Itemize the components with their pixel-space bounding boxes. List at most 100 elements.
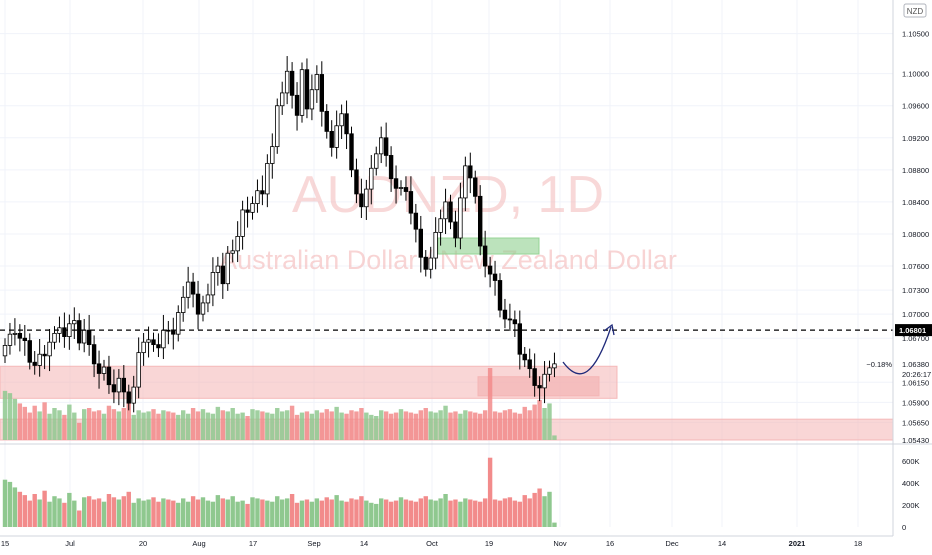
volume-bar xyxy=(468,499,473,527)
volume-bar-overlay xyxy=(27,412,32,440)
candle-body xyxy=(195,293,201,315)
volume-bar-overlay xyxy=(22,406,27,440)
volume-bar xyxy=(72,500,77,527)
volume-bar xyxy=(374,503,379,527)
volume-bar-overlay xyxy=(408,412,414,440)
volume-bar xyxy=(349,498,354,527)
volume-bar xyxy=(527,498,532,527)
candle-body xyxy=(374,153,379,169)
volume-bar-overlay xyxy=(161,410,166,440)
price-tick-label: 1.09600 xyxy=(902,102,929,111)
time-tick-label: Aug xyxy=(192,539,205,548)
volume-bar xyxy=(101,501,107,527)
candle-body xyxy=(180,296,186,313)
volume-bar xyxy=(299,500,305,527)
volume-bar xyxy=(86,496,92,527)
volume-bar xyxy=(309,501,315,527)
time-tick-label: 14 xyxy=(360,539,368,548)
time-tick-label: 14 xyxy=(718,539,726,548)
volume-bar-overlay xyxy=(57,410,62,440)
volume-bar-overlay xyxy=(260,411,265,440)
candle-body xyxy=(67,323,72,337)
candle-body xyxy=(185,281,191,298)
volume-bar-overlay xyxy=(522,406,527,440)
candle-body xyxy=(7,333,13,346)
volume-bar-overlay xyxy=(225,411,230,440)
price-tick-label: 1.05650 xyxy=(902,418,929,427)
volume-bar-overlay xyxy=(106,405,112,440)
candle-body xyxy=(289,70,295,96)
volume-bar xyxy=(443,494,448,527)
volume-bar xyxy=(205,500,211,527)
volume-bar-overlay xyxy=(359,408,364,440)
volume-bar xyxy=(106,494,112,527)
volume-bar xyxy=(448,500,453,527)
candle-body xyxy=(428,257,433,270)
volume-bar-overlay xyxy=(101,413,107,440)
volume-bar-overlay xyxy=(344,413,349,440)
volume-bar-overlay xyxy=(388,413,394,440)
candle-body xyxy=(319,74,324,112)
candle-body xyxy=(408,191,414,214)
price-tick-label: 1.08400 xyxy=(902,198,929,207)
volume-bar xyxy=(245,503,250,527)
candle-body xyxy=(294,94,300,116)
volume-bar-overlay xyxy=(458,413,463,440)
price-tick-label: 1.09200 xyxy=(902,134,929,143)
time-tick-label: Dec xyxy=(665,539,679,548)
candle-body xyxy=(279,92,285,107)
volume-bar xyxy=(413,501,419,527)
price-tick-label: 1.05900 xyxy=(902,398,929,407)
candle-body xyxy=(463,165,468,199)
volume-bar-overlay xyxy=(294,414,300,440)
volume-bar-overlay xyxy=(245,416,250,440)
volume-bar xyxy=(458,501,463,527)
volume-bar xyxy=(418,498,423,527)
volume-bar-overlay xyxy=(270,413,275,440)
volume-bar-overlay xyxy=(517,413,522,440)
volume-bar-overlay xyxy=(354,411,359,440)
volume-bar-overlay xyxy=(7,393,13,440)
candle-body xyxy=(265,163,270,195)
volume-bar-overlay xyxy=(379,410,384,440)
volume-bar xyxy=(383,499,389,527)
volume-bar-overlay xyxy=(126,403,131,440)
candle-body xyxy=(136,352,141,388)
volume-bar xyxy=(487,457,493,527)
volume-bar xyxy=(507,497,513,527)
volume-bar xyxy=(32,494,37,527)
candles xyxy=(2,56,557,413)
volume-bar-overlay xyxy=(86,408,92,440)
volume-tick-label: 200K xyxy=(902,501,920,510)
volume-bar-overlay xyxy=(220,410,225,440)
candle-body xyxy=(156,344,161,349)
candle-body xyxy=(497,280,503,311)
volume-bar-overlay xyxy=(32,405,37,440)
price-tick-label: 1.06700 xyxy=(902,334,929,343)
volume-bar-overlay xyxy=(82,409,87,440)
candle-body xyxy=(22,337,27,342)
volume-bars-main xyxy=(2,368,557,440)
candle-body xyxy=(72,320,77,325)
volume-bar xyxy=(537,488,542,527)
volume-bar xyxy=(517,501,522,527)
candle-body xyxy=(106,366,112,386)
candle-body xyxy=(245,209,250,213)
candle-body xyxy=(542,373,547,389)
volume-bar-overlay xyxy=(492,411,498,440)
currency-badge-box xyxy=(903,3,927,18)
volume-pane xyxy=(2,457,557,527)
candle-body xyxy=(369,167,374,190)
time-tick-label: Sep xyxy=(307,539,320,548)
volume-bar xyxy=(62,502,67,527)
volume-bar xyxy=(502,498,508,527)
volume-bar-overlay xyxy=(393,412,399,440)
time-tick-label: 18 xyxy=(854,539,862,548)
volume-bar-overlay xyxy=(171,412,176,440)
volume-bar-overlay xyxy=(482,410,488,440)
price-tick-label: 1.08800 xyxy=(902,166,929,175)
volume-bar xyxy=(532,492,537,527)
candle-body xyxy=(383,137,389,156)
candle-body xyxy=(131,386,136,404)
